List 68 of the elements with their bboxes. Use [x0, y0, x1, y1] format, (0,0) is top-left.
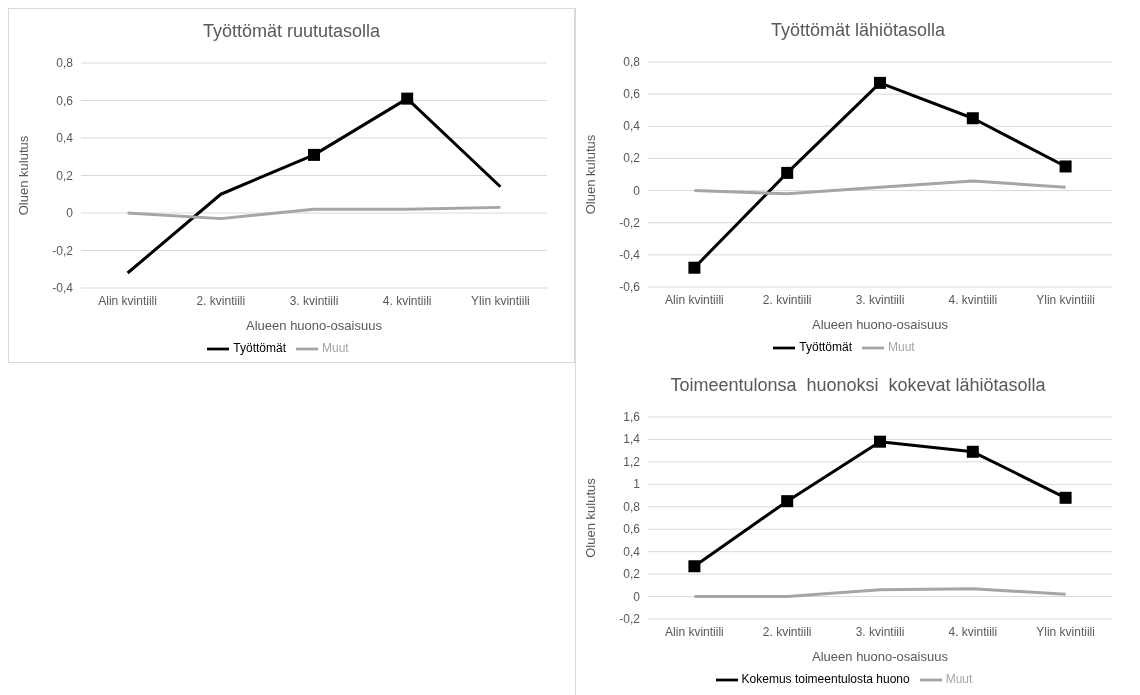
legend-label: Työttömät [233, 341, 286, 356]
y-tick-label: 0 [633, 589, 641, 604]
point [966, 112, 979, 125]
y-tick-label: -0,2 [619, 612, 641, 626]
y-tick-label: -0,2 [619, 215, 641, 230]
point [1059, 160, 1072, 173]
x-tick-label: 2. kvintiili [762, 624, 812, 639]
chart-title: Työttömät ruututasolla [201, 21, 382, 43]
line-series [692, 179, 1068, 196]
point [874, 76, 886, 89]
x-tick-label: Ylin kvintiili [1036, 292, 1095, 307]
x-tick-label: Alin kvintiili [665, 292, 724, 307]
y-tick-label: 0,2 [623, 151, 641, 166]
y-tick-label: 0 [633, 183, 641, 198]
y-tick-label: 0,6 [56, 93, 74, 108]
x-tick-label: 2. kvintiili [196, 293, 246, 308]
x-axis-title: Alueen huono-osaisuus [812, 317, 949, 332]
y-tick-label: 0,2 [623, 567, 641, 582]
y-tick-label: 0,2 [56, 168, 74, 183]
y-axis-title: Oluen kulutus [582, 134, 598, 215]
x-tick-label: 3. kvintiili [289, 293, 339, 308]
x-tick-label: Alin kvintiili [665, 624, 724, 639]
y-tick-label: -0,6 [619, 280, 641, 294]
line-series [692, 587, 1068, 599]
point [688, 261, 701, 274]
y-tick-label: 0,8 [623, 499, 641, 514]
chart-title: Työttömät lähiötasolla [769, 20, 947, 42]
x-tick-label: Ylin kvintiili [471, 293, 530, 308]
line-series [126, 205, 502, 221]
y-tick-label: 0,8 [56, 56, 74, 70]
y-tick-label: 0,4 [623, 119, 641, 134]
y-axis-title: Oluen kulutus [582, 477, 598, 558]
legend-label: Muut [322, 341, 349, 356]
chart-title: Toimeentulonsa huonoksi kokevat lähiötasolla [669, 375, 1047, 397]
point [1059, 491, 1072, 504]
x-tick-label: 4. kvintiili [948, 292, 998, 307]
y-tick-label: -0,4 [52, 281, 74, 295]
point [781, 495, 794, 508]
x-axis-title: Alueen huono-osaisuus [246, 318, 383, 333]
y-tick-label: 1,2 [623, 454, 641, 469]
x-tick-label: 4. kvintiili [948, 624, 998, 639]
x-tick-label: Alin kvintiili [98, 293, 157, 308]
point [688, 560, 701, 573]
x-tick-label: 3. kvintiili [855, 624, 905, 639]
legend-label: Kokemus toimeentulosta huono [741, 672, 910, 687]
y-tick-label: 1 [633, 477, 641, 492]
x-axis-title: Alueen huono-osaisuus [812, 649, 949, 664]
x-tick-label: 4. kvintiili [382, 293, 432, 308]
legend-label: Muut [888, 340, 915, 355]
x-tick-label: 3. kvintiili [855, 292, 905, 307]
y-tick-label: 1,4 [623, 432, 641, 447]
y-tick-label: 1,6 [623, 410, 641, 424]
point [966, 445, 979, 458]
y-tick-label: 0 [66, 206, 74, 220]
point [781, 166, 794, 179]
legend-label: Muut [945, 672, 973, 687]
x-tick-label: 2. kvintiili [762, 292, 812, 307]
y-tick-label: 0,6 [623, 522, 641, 537]
point [874, 435, 886, 448]
legend-label: Työttömät [799, 340, 852, 355]
y-tick-label: -0,2 [52, 243, 74, 258]
y-tick-label: -0,4 [619, 247, 641, 262]
y-axis-title: Oluen kulutus [15, 135, 31, 216]
y-tick-label: 0,6 [623, 87, 641, 102]
y-tick-label: 0,8 [623, 55, 641, 69]
y-tick-label: 0,4 [623, 544, 641, 559]
y-tick-label: 0,4 [56, 131, 74, 145]
x-tick-label: Ylin kvintiili [1036, 624, 1095, 639]
